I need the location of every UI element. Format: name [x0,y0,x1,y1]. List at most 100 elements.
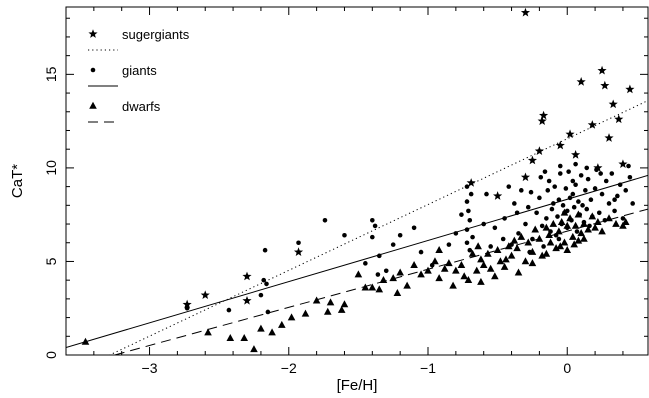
dwarfs-point [535,234,544,242]
dwarfs-point [435,246,443,254]
giants-point [370,234,375,240]
giants-point [261,277,267,283]
giants-point [459,212,464,217]
x-tick-label: −2 [281,360,297,376]
y-tick-label: 5 [43,257,59,265]
dwarfs-point [301,309,310,317]
giants-point [583,188,588,193]
giants-point [574,229,580,234]
y-tick-label: 15 [43,66,59,82]
giants-point [599,191,605,197]
giants-point [573,161,578,167]
giants-point [556,236,562,242]
giants-point [576,199,581,204]
giants-point [585,176,591,182]
legend-dwarfs-label: dwarfs [122,99,161,114]
giants-point [523,221,528,227]
dwarfs-point [393,289,402,297]
dwarfs-point [375,285,384,293]
sugergiants-point [466,178,476,187]
dwarfs-point [278,320,286,328]
giants-point [258,292,264,298]
dwarfs-point [464,275,473,283]
giants-point [627,174,633,180]
giants-point [584,165,590,171]
dwarfs-point [584,225,592,233]
giants-point [603,178,609,184]
giants-point [296,240,301,246]
sugergiants-point [493,191,503,200]
giants-point [481,221,487,227]
giants-point [578,173,584,178]
sugergiants-point [625,84,635,94]
giants-point [383,268,389,274]
giants-point [528,189,534,195]
giants-point [453,231,459,236]
giants-point [623,188,629,193]
giants-point [615,193,620,199]
dwarfs-point [507,251,516,259]
dwarfs-point [571,221,580,229]
giants-point [464,240,470,246]
giants-point [484,191,489,197]
giants-point [464,184,470,189]
giants-point [226,307,232,313]
giants-point [552,184,558,189]
dwarfs-point [594,217,602,225]
dwarfs-point [431,257,439,265]
axis-ticks: −3 −2 −1 0 0 5 10 15 [43,7,648,376]
legend-dwarfs-marker [89,101,97,109]
giants-point [612,197,617,203]
dwarfs-point [612,219,620,227]
dwarfs-point [605,214,613,222]
giants-point [464,227,470,232]
dwarfs-point [486,264,495,272]
dwarfs-point [621,217,630,225]
sugergiants-point [539,110,549,120]
dwarfs-point [569,232,577,240]
giants-point [537,195,542,201]
data-points [81,7,635,353]
sugergiants-point [587,120,597,129]
dwarfs-point [528,247,537,255]
giants-point [518,188,524,193]
sugergiants-point [555,140,565,150]
dwarfs-point [552,244,560,252]
giants-point [530,236,535,242]
dwarfs-point [389,274,398,282]
sugergiants-point [600,80,610,90]
dwarfs-point [542,223,551,231]
legend-sugergiants-marker [88,29,98,38]
giants-point [560,203,566,208]
x-tick-label: 0 [563,360,571,376]
dwarfs-point [81,337,90,345]
dwarfs-point [563,246,572,254]
dwarfs-point [546,238,555,246]
dwarfs-point [514,268,523,276]
dwarfs-point [396,268,404,276]
giants-point [506,184,512,189]
dwarfs-point [557,217,566,225]
giants-point [525,204,531,210]
dwarfs-point [337,305,346,313]
dwarfs-point [521,257,530,265]
dwarfs-point [379,275,388,283]
giants-point [264,281,269,287]
sugergiants-point [242,295,252,305]
dwarfs-point [326,298,335,306]
giants-point [567,195,573,201]
giants-point [606,201,612,206]
dwarfs-point [491,272,499,280]
giants-point [446,242,452,247]
giants-point [573,182,578,188]
giants-point [342,232,347,238]
sugergiants-point [571,150,581,159]
sugergiants-point [182,299,192,309]
legend-sugergiants-label: sugergiants [122,27,190,42]
sugergiants-point [565,129,575,139]
legend-giants-marker [90,67,96,73]
giants-point [555,214,560,219]
giants-point [570,191,576,197]
sugergiants-point [614,114,624,124]
